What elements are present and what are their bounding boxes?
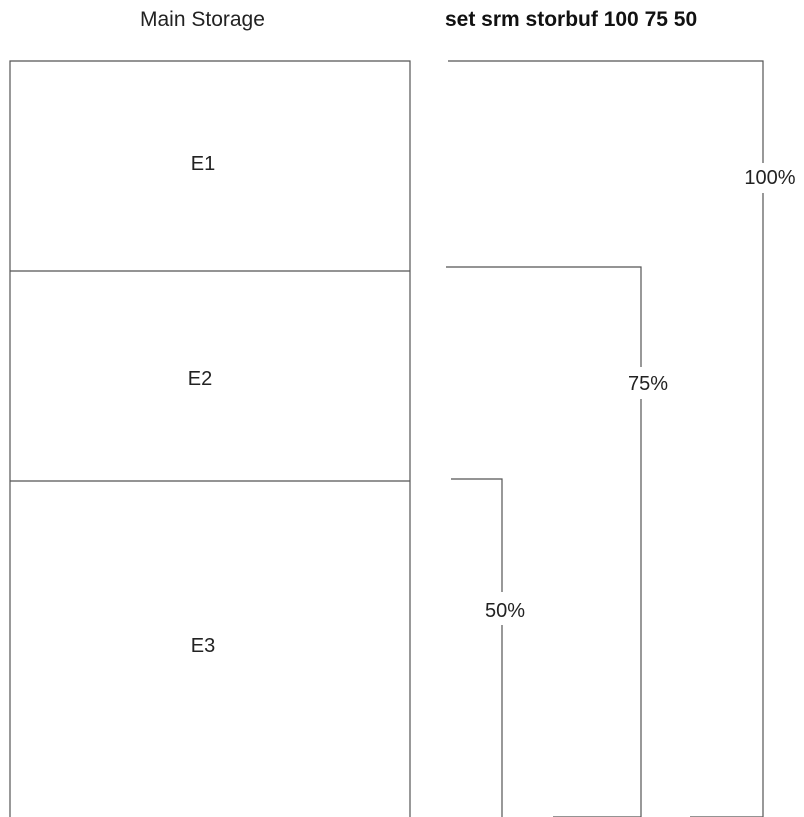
region-label-e2: E2 xyxy=(188,368,212,390)
region-label-e1: E1 xyxy=(191,153,215,175)
main-storage-box xyxy=(9,60,411,817)
bracket-100 xyxy=(448,60,764,817)
bracket-label-50: 50% xyxy=(485,600,525,622)
bracket-label-100: 100% xyxy=(744,167,795,189)
region-label-e3: E3 xyxy=(191,635,215,657)
bracket-75 xyxy=(446,266,642,817)
bracket-50 xyxy=(451,478,503,817)
storage-outline xyxy=(9,60,411,817)
main-storage-heading: Main Storage xyxy=(140,8,265,31)
bracket-label-75: 75% xyxy=(628,373,668,395)
command-heading: set srm storbuf 100 75 50 xyxy=(445,8,698,31)
